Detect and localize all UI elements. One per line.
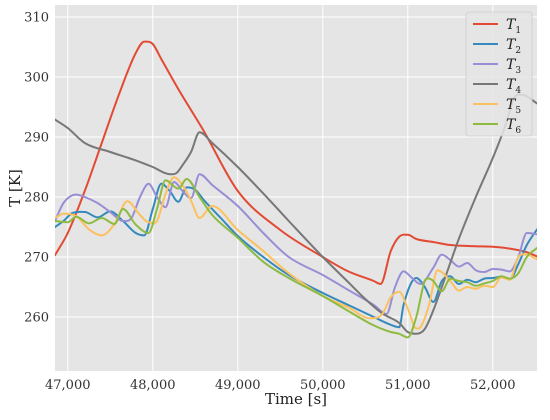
legend-label-name: T xyxy=(506,57,517,73)
legend-box xyxy=(465,11,533,137)
series-line-t1 xyxy=(55,40,537,285)
legend-label-subscript: 3 xyxy=(515,66,521,76)
legend-label-subscript: 2 xyxy=(515,46,521,56)
plot-area xyxy=(55,5,537,371)
legend-label-name: T xyxy=(506,17,517,33)
legend-label-subscript: 6 xyxy=(515,126,521,136)
x-tick-label: 48,000 xyxy=(130,378,176,393)
series-line-t4 xyxy=(55,93,537,335)
legend-label-subscript: 1 xyxy=(515,26,521,36)
legend-label: T1 xyxy=(506,17,521,36)
x-tick-label: 49,000 xyxy=(215,378,261,393)
series-line-t3 xyxy=(55,173,537,315)
y-tick-label: 270 xyxy=(24,251,49,266)
legend-label-name: T xyxy=(506,117,517,133)
series-line-t5 xyxy=(55,176,537,330)
y-axis-label: T [K] xyxy=(6,169,24,207)
series-line-t6 xyxy=(55,178,537,339)
series-lines xyxy=(55,40,537,339)
legend-label: T4 xyxy=(506,77,521,96)
y-tick-label: 300 xyxy=(24,71,49,86)
x-axis-label: Time [s] xyxy=(265,390,327,408)
legend-label: T3 xyxy=(506,57,521,76)
legend-label-subscript: 4 xyxy=(515,86,521,96)
y-tick-label: 260 xyxy=(24,311,49,326)
x-tick-label: 51,000 xyxy=(385,378,431,393)
legend-label: T2 xyxy=(506,37,521,56)
x-tick-label: 50,000 xyxy=(300,378,346,393)
legend-label-subscript: 5 xyxy=(515,106,521,116)
series-line-t2 xyxy=(55,182,537,329)
tick-labels: 47,000 48,000 49,000 50,000 51,000 52,000 260 2… xyxy=(24,11,515,394)
y-tick-label: 280 xyxy=(24,191,49,206)
legend-label-name: T xyxy=(506,37,517,53)
y-tick-label: 310 xyxy=(24,11,49,26)
legend-label: T6 xyxy=(506,117,521,136)
legend-label-name: T xyxy=(506,77,517,93)
x-tick-label: 52,000 xyxy=(470,378,516,393)
x-tick-label: 47,000 xyxy=(45,378,91,393)
legend-label-name: T xyxy=(506,97,517,113)
y-tick-label: 290 xyxy=(24,131,49,146)
legend-label: T5 xyxy=(506,97,521,116)
